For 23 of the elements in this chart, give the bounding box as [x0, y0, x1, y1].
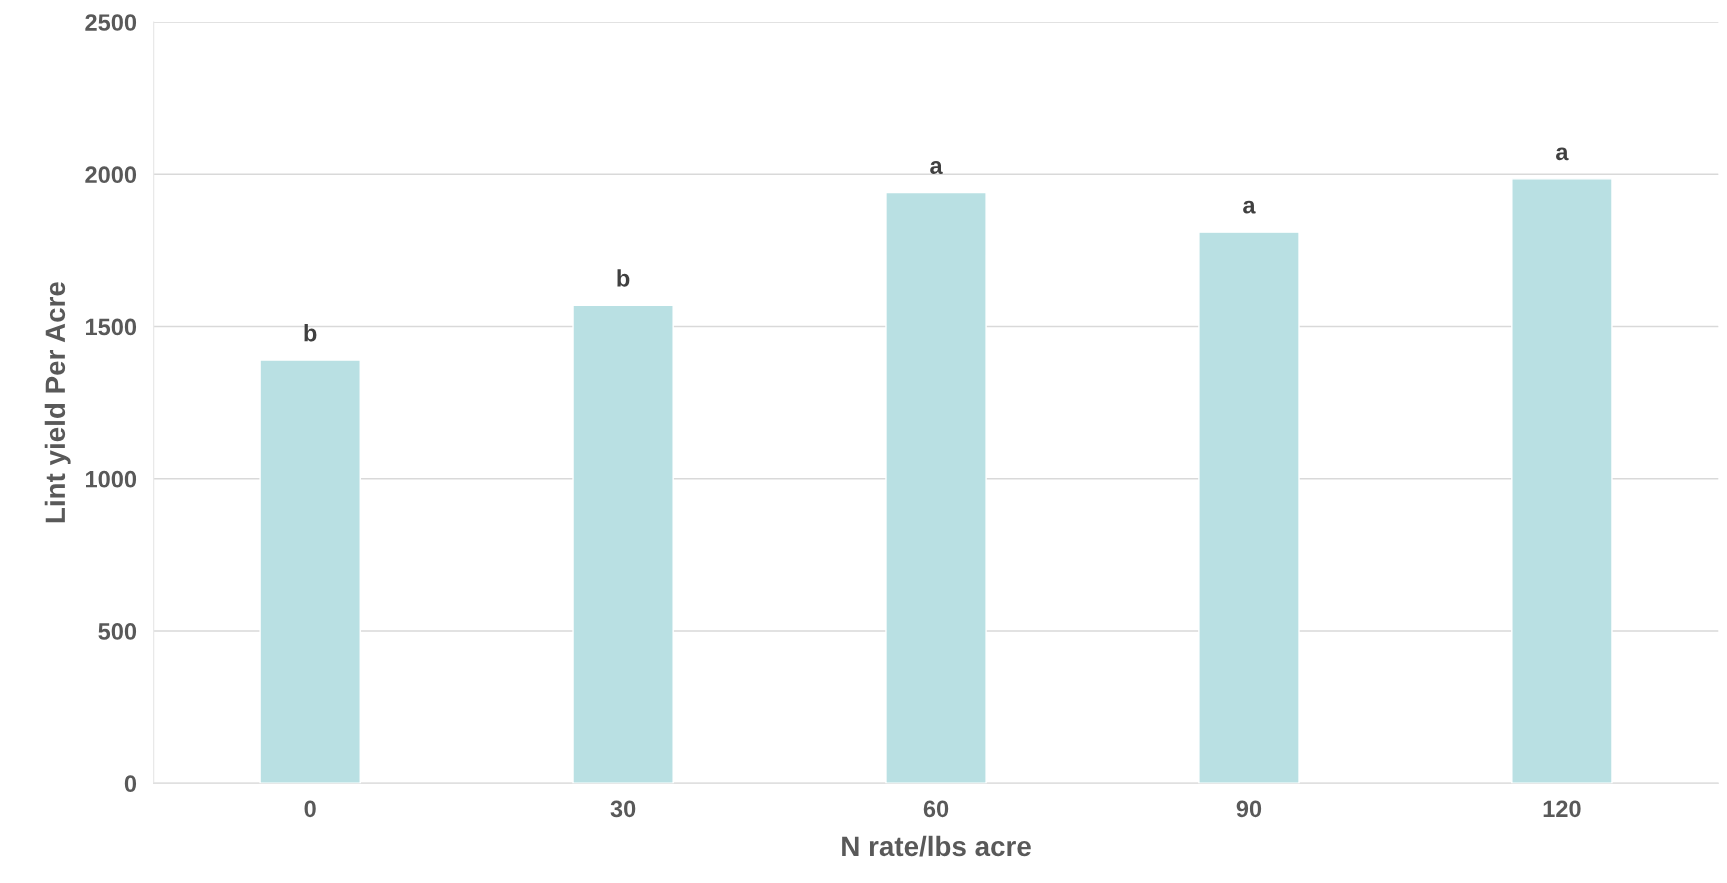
annotation: b [617, 269, 630, 287]
annotation: b [304, 324, 317, 342]
annotation: a [930, 161, 943, 175]
x-tick-label: 0 [304, 800, 316, 818]
y-tick-label: 1500 [86, 318, 137, 336]
y-tick-label: 500 [98, 623, 137, 640]
bar [1511, 178, 1613, 784]
x-tick-label: 90 [1236, 800, 1262, 818]
x-tick-label: 120 [1543, 800, 1581, 818]
y-tick-label: 1000 [86, 470, 137, 488]
x-tick-label: 60 [923, 800, 949, 818]
bar [572, 304, 674, 784]
y-tick-label: 0 [124, 775, 137, 793]
y-axis-title: Lint yield Per Acre [44, 282, 71, 523]
x-tick-label: 30 [610, 800, 636, 818]
annotation: a [1243, 200, 1256, 214]
bar [259, 359, 361, 784]
x-axis-title: N rate/lbs acre [842, 835, 1031, 857]
annotation: a [1556, 147, 1569, 161]
y-tick-label: 2500 [85, 14, 137, 31]
bar [1198, 231, 1300, 784]
y-tick-label: 2000 [85, 166, 137, 184]
bar [885, 191, 987, 784]
